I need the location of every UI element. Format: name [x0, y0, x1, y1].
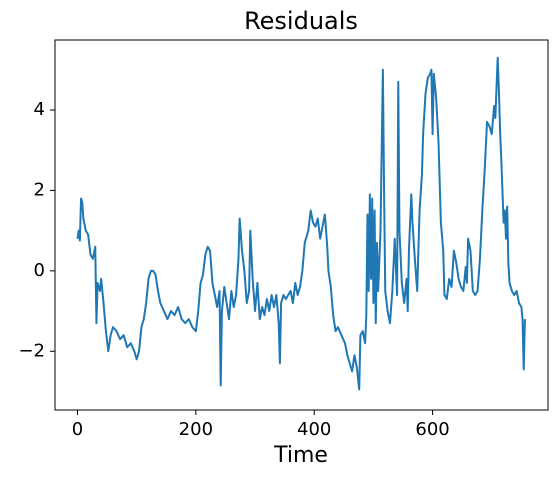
x-tick-label: 400 — [297, 419, 331, 440]
plot-frame — [54, 39, 549, 411]
line-series — [76, 56, 526, 391]
y-tick-label: 0 — [34, 260, 45, 281]
x-tick-label: 200 — [179, 419, 213, 440]
chart-title: Residuals — [244, 7, 358, 35]
y-tick-label: 2 — [34, 179, 45, 200]
x-tick-label: 600 — [415, 419, 449, 440]
y-tick-label: 4 — [34, 99, 45, 120]
y-tick-label: −2 — [18, 340, 45, 361]
x-axis-label: Time — [273, 443, 328, 468]
x-tick-label: 0 — [72, 419, 83, 440]
